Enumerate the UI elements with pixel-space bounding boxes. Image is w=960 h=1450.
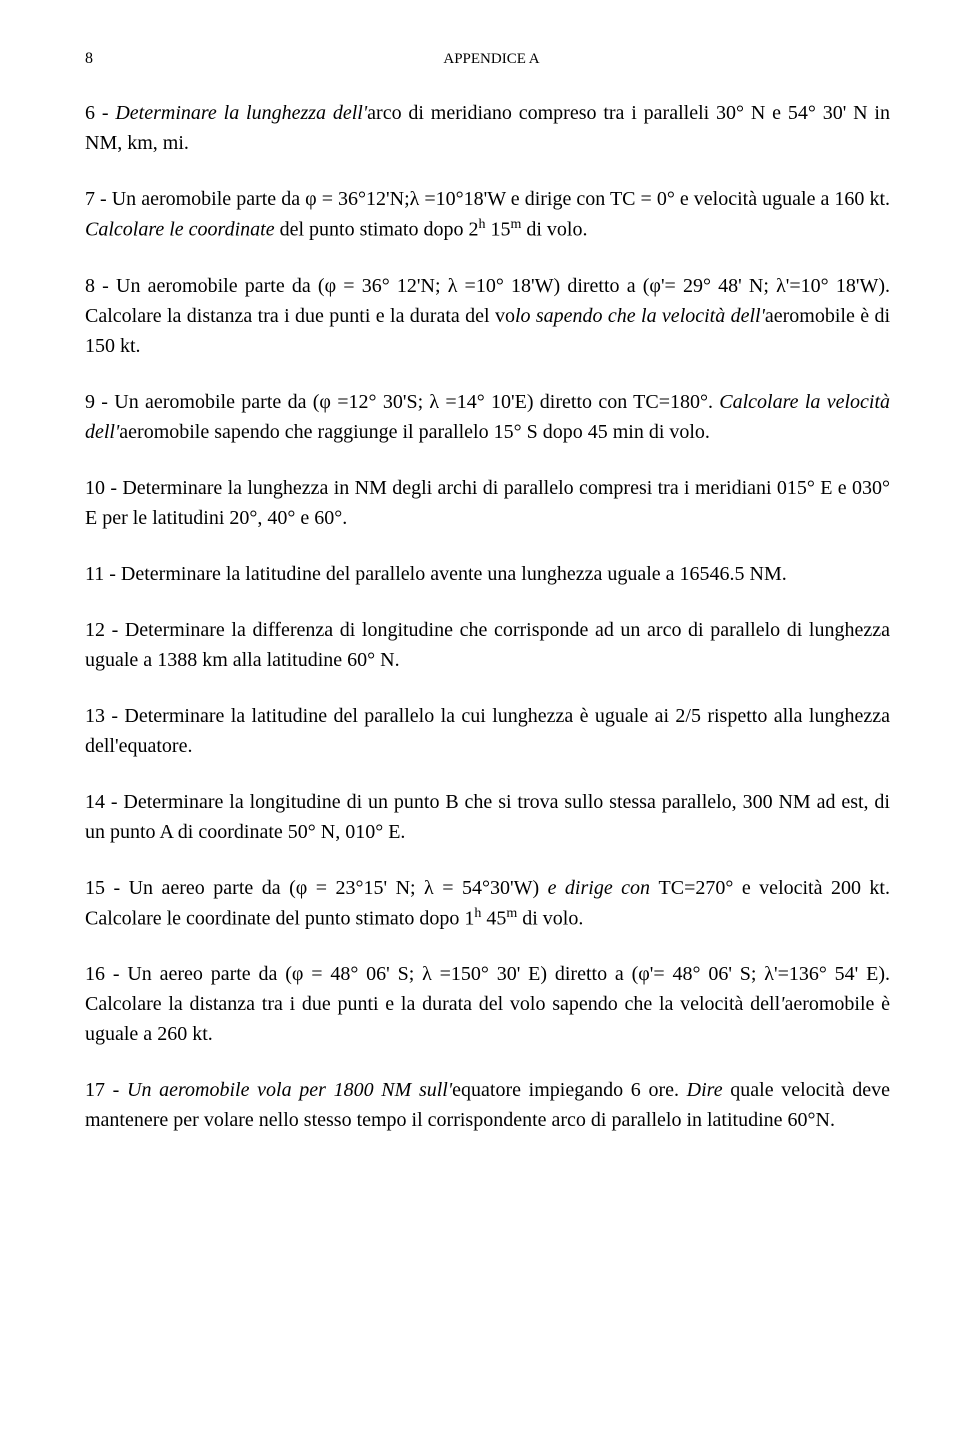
text-part: aeromobile sapendo che raggiunge il para… (119, 421, 710, 443)
problem-10: 10 - Determinare la lunghezza in NM degl… (85, 473, 890, 533)
problem-7: 7 - Un aeromobile parte da φ = 36°12'N;λ… (85, 184, 890, 245)
superscript: m (506, 906, 517, 921)
problem-14: 14 - Determinare la longitudine di un pu… (85, 787, 890, 847)
text-part: 17 - (85, 1079, 127, 1101)
text-part: del punto stimato dopo 2 (280, 219, 479, 241)
text-part: di volo. (517, 907, 583, 929)
text-part: 15 - Un aereo parte da (φ = 23°15' N; λ … (85, 877, 548, 899)
italic-text: lo sapendo che la velocità dell' (515, 305, 765, 327)
text-part: 14 - Determinare la longitudine di un pu… (85, 791, 890, 843)
text-part: 16 - Un aereo parte da (φ = 48° 06' S; λ… (85, 963, 890, 1015)
text-part: equatore impiegando 6 ore. (452, 1079, 687, 1101)
problem-8: 8 - Un aeromobile parte da (φ = 36° 12'N… (85, 271, 890, 361)
page-content: 8 APPENDICE A 6 - Determinare la lunghez… (0, 0, 960, 1211)
text-part: 45 (481, 907, 506, 929)
text-part: 12 - Determinare la differenza di longit… (85, 619, 890, 671)
problem-15: 15 - Un aereo parte da (φ = 23°15' N; λ … (85, 873, 890, 934)
text-part: 11 - Determinare la latitudine del paral… (85, 563, 787, 585)
text-part: 15 (485, 219, 510, 241)
page-number: 8 (85, 50, 93, 68)
italic-text: Determinare la lunghezza dell' (115, 102, 367, 124)
text-part: di volo. (521, 219, 587, 241)
problem-17: 17 - Un aeromobile vola per 1800 NM sull… (85, 1075, 890, 1135)
italic-text: Calcolare le coordinate (85, 219, 280, 241)
text-part: 7 - Un aeromobile parte da φ = 36°12'N;λ… (85, 188, 890, 210)
problem-12: 12 - Determinare la differenza di longit… (85, 615, 890, 675)
problem-6: 6 - Determinare la lunghezza dell'arco d… (85, 98, 890, 158)
lead-text: 6 - (85, 102, 115, 124)
italic-text: Un aeromobile vola per 1800 NM sull' (127, 1079, 452, 1101)
italic-text: e dirige con (548, 877, 659, 899)
italic-text: Dire (687, 1079, 731, 1101)
text-part: 10 - Determinare la lunghezza in NM degl… (85, 477, 890, 529)
problem-13: 13 - Determinare la latitudine del paral… (85, 701, 890, 761)
page-header: 8 APPENDICE A (85, 50, 890, 68)
superscript: m (510, 217, 521, 232)
problem-9: 9 - Un aeromobile parte da (φ =12° 30'S;… (85, 387, 890, 447)
text-part: 13 - Determinare la latitudine del paral… (85, 705, 890, 757)
problem-16: 16 - Un aereo parte da (φ = 48° 06' S; λ… (85, 959, 890, 1049)
text-part: 9 - Un aeromobile parte da (φ =12° 30'S;… (85, 391, 719, 413)
appendix-title: APPENDICE A (93, 51, 890, 68)
problem-11: 11 - Determinare la latitudine del paral… (85, 559, 890, 589)
